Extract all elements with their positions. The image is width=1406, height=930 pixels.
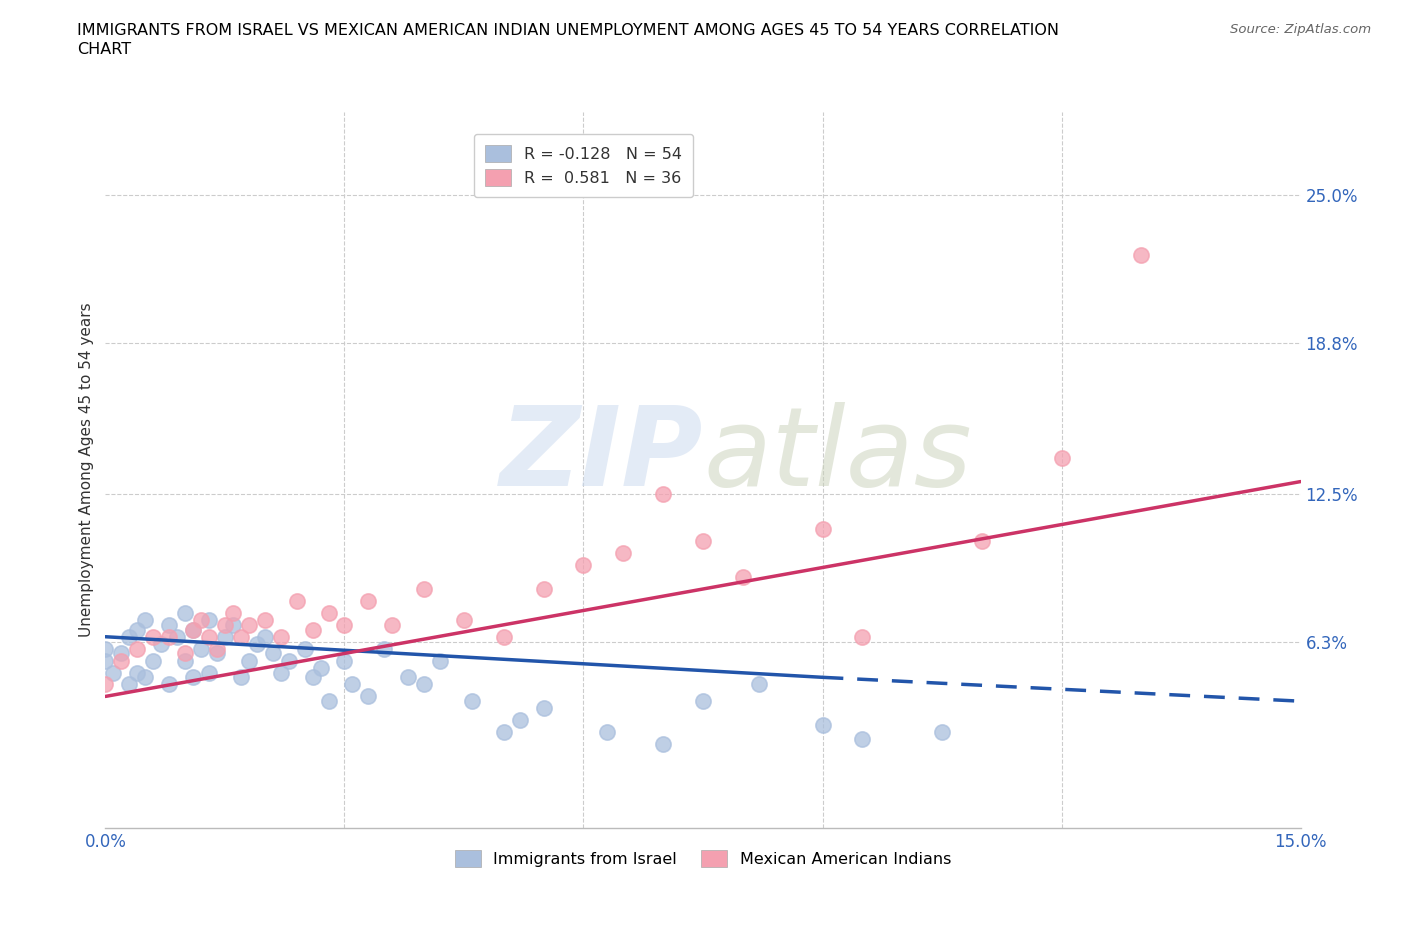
Point <box>238 653 260 668</box>
Point <box>94 653 117 668</box>
Point <box>253 630 276 644</box>
Point <box>492 724 515 739</box>
Point <box>333 618 356 632</box>
Point <box>134 670 156 684</box>
Point <box>748 677 770 692</box>
Point <box>851 732 873 747</box>
Point <box>461 694 484 709</box>
Point <box>103 665 125 680</box>
Point <box>318 605 340 620</box>
Point <box>381 618 404 632</box>
Point <box>222 618 245 632</box>
Legend: Immigrants from Israel, Mexican American Indians: Immigrants from Israel, Mexican American… <box>449 844 957 873</box>
Point <box>277 653 299 668</box>
Point <box>285 593 308 608</box>
Point <box>253 613 276 628</box>
Point <box>357 593 380 608</box>
Point <box>731 569 754 585</box>
Point <box>509 712 531 727</box>
Point <box>229 630 252 644</box>
Point <box>118 677 141 692</box>
Point <box>174 605 197 620</box>
Text: Source: ZipAtlas.com: Source: ZipAtlas.com <box>1230 23 1371 36</box>
Point <box>851 630 873 644</box>
Point <box>692 534 714 549</box>
Point <box>157 618 180 632</box>
Point <box>142 630 165 644</box>
Point <box>596 724 619 739</box>
Point <box>811 522 834 537</box>
Point <box>190 642 212 657</box>
Point <box>157 630 180 644</box>
Point <box>262 646 284 661</box>
Point <box>811 718 834 733</box>
Point <box>166 630 188 644</box>
Point <box>413 581 436 596</box>
Text: atlas: atlas <box>703 402 972 509</box>
Point <box>1050 450 1073 465</box>
Point <box>342 677 364 692</box>
Point <box>174 646 197 661</box>
Point <box>652 737 675 751</box>
Point <box>612 546 634 561</box>
Point <box>572 558 595 573</box>
Point <box>373 642 395 657</box>
Point <box>205 642 228 657</box>
Point <box>181 622 204 637</box>
Point <box>181 670 204 684</box>
Point <box>110 646 132 661</box>
Point <box>190 613 212 628</box>
Point <box>453 613 475 628</box>
Point <box>118 630 141 644</box>
Point <box>931 724 953 739</box>
Text: ZIP: ZIP <box>499 402 703 509</box>
Point <box>142 653 165 668</box>
Point <box>214 630 236 644</box>
Point <box>270 665 292 680</box>
Point <box>134 613 156 628</box>
Point <box>214 618 236 632</box>
Text: CHART: CHART <box>77 42 131 57</box>
Point <box>270 630 292 644</box>
Point <box>174 653 197 668</box>
Point <box>970 534 993 549</box>
Point <box>309 660 332 675</box>
Point <box>692 694 714 709</box>
Point <box>396 670 419 684</box>
Point <box>492 630 515 644</box>
Point <box>157 677 180 692</box>
Point <box>238 618 260 632</box>
Point <box>318 694 340 709</box>
Point <box>229 670 252 684</box>
Point <box>429 653 451 668</box>
Point <box>110 653 132 668</box>
Point <box>127 642 149 657</box>
Text: IMMIGRANTS FROM ISRAEL VS MEXICAN AMERICAN INDIAN UNEMPLOYMENT AMONG AGES 45 TO : IMMIGRANTS FROM ISRAEL VS MEXICAN AMERIC… <box>77 23 1059 38</box>
Point <box>357 689 380 704</box>
Point <box>413 677 436 692</box>
Point <box>301 670 323 684</box>
Point <box>205 646 228 661</box>
Point <box>301 622 323 637</box>
Point <box>181 622 204 637</box>
Point <box>222 605 245 620</box>
Point <box>127 622 149 637</box>
Point <box>198 613 221 628</box>
Point <box>150 636 173 651</box>
Point <box>246 636 269 651</box>
Point <box>198 665 221 680</box>
Point <box>1130 247 1153 262</box>
Point <box>198 630 221 644</box>
Point <box>533 581 555 596</box>
Point <box>94 642 117 657</box>
Point <box>94 677 117 692</box>
Point <box>652 486 675 501</box>
Y-axis label: Unemployment Among Ages 45 to 54 years: Unemployment Among Ages 45 to 54 years <box>79 302 94 637</box>
Point <box>127 665 149 680</box>
Point <box>533 701 555 716</box>
Point <box>294 642 316 657</box>
Point <box>333 653 356 668</box>
